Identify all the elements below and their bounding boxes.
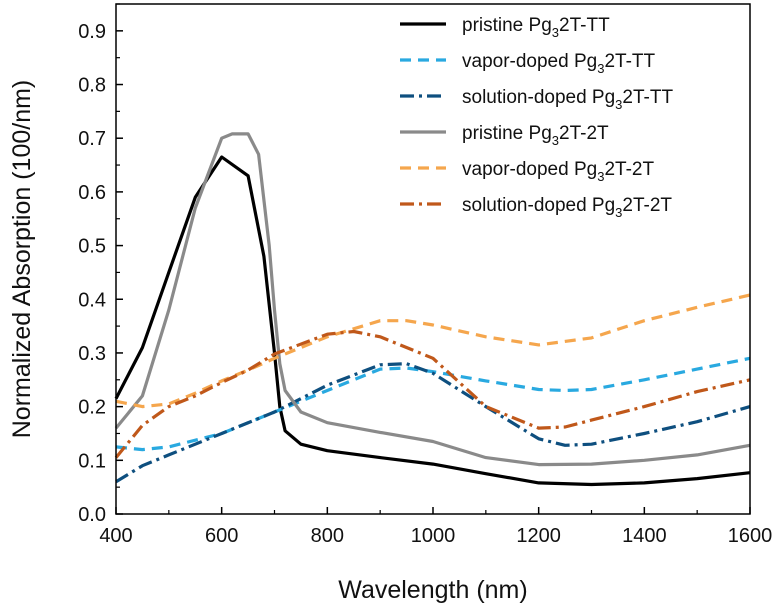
legend-item-pristine-2t: pristine Pg32T-2T — [400, 123, 609, 148]
series-line-solution-tt — [115, 362, 751, 484]
y-tick-label: 0.7 — [78, 128, 106, 150]
legend-item-vapor-tt: vapor-doped Pg32T-TT — [400, 51, 656, 76]
legend: pristine Pg32T-TT vapor-doped Pg32T-TT sol… — [400, 15, 673, 220]
series-line-vapor-tt — [115, 356, 751, 452]
y-tick-label: 0.2 — [78, 397, 106, 419]
x-tick-label: 800 — [311, 525, 344, 547]
legend-label: solution-doped Pg32T-2T — [462, 195, 672, 220]
x-axis-title: Wavelength (nm) — [338, 576, 527, 604]
y-tick-label: 0.8 — [78, 75, 106, 97]
x-tick-label: 600 — [205, 525, 238, 547]
legend-item-pristine-tt: pristine Pg32T-TT — [400, 15, 610, 40]
y-tick-label: 0.0 — [78, 504, 106, 526]
legend-label: vapor-doped Pg32T-TT — [462, 51, 656, 76]
legend-label: solution-doped Pg32T-TT — [462, 87, 673, 112]
y-axis-title: Normalized Absorption (100/nm) — [8, 80, 36, 439]
x-tick-label: 1000 — [411, 525, 456, 547]
series-line-pristine-tt — [114, 155, 751, 487]
series-line-solution-2t — [114, 329, 751, 459]
x-tick-label: 1600 — [728, 525, 773, 547]
x-tick-label: 1200 — [516, 525, 561, 547]
series-line-pristine-2t — [114, 132, 751, 467]
x-tick-label: 400 — [99, 525, 132, 547]
legend-item-solution-tt: solution-doped Pg32T-TT — [400, 87, 673, 112]
x-axis-ticks: 400 600 800 1000 1200 1400 1600 — [99, 507, 772, 547]
legend-label: vapor-doped Pg32T-2T — [462, 159, 654, 184]
x-tick-label: 1400 — [622, 525, 667, 547]
y-tick-label: 0.4 — [78, 289, 106, 311]
y-tick-label: 0.1 — [78, 450, 106, 472]
legend-label: pristine Pg32T-TT — [462, 15, 610, 40]
y-tick-label: 0.9 — [78, 21, 106, 43]
legend-item-solution-2t: solution-doped Pg32T-2T — [400, 195, 672, 220]
plot-lines — [114, 132, 751, 487]
legend-item-vapor-2t: vapor-doped Pg32T-2T — [400, 159, 654, 184]
y-axis-ticks: 0.0 0.1 0.2 0.3 0.4 0.5 0.6 0.7 0.8 0.9 — [78, 3, 123, 526]
y-tick-label: 0.5 — [78, 236, 106, 258]
legend-label: pristine Pg32T-2T — [462, 123, 609, 148]
series-line-vapor-2t — [115, 293, 751, 409]
y-tick-label: 0.3 — [78, 343, 106, 365]
y-tick-label: 0.6 — [78, 182, 106, 204]
